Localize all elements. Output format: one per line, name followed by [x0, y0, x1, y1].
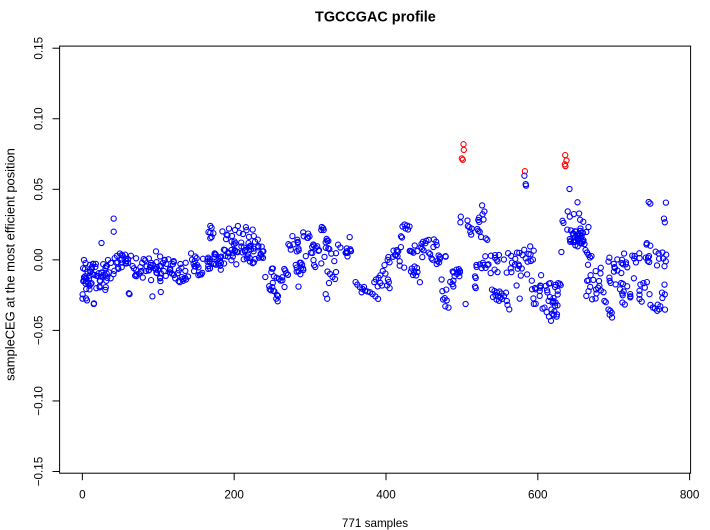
svg-text:−0.10: −0.10 — [33, 386, 46, 416]
svg-text:200: 200 — [224, 488, 244, 501]
svg-text:0.10: 0.10 — [33, 107, 46, 130]
svg-text:0: 0 — [79, 488, 86, 501]
svg-text:400: 400 — [376, 488, 396, 501]
svg-text:0.00: 0.00 — [33, 248, 46, 271]
svg-text:TGCCGAC profile: TGCCGAC profile — [315, 10, 436, 26]
svg-text:800: 800 — [680, 488, 700, 501]
svg-text:771 samples: 771 samples — [342, 517, 408, 530]
svg-text:0.15: 0.15 — [33, 36, 46, 59]
svg-text:0.05: 0.05 — [33, 177, 46, 200]
svg-text:−0.05: −0.05 — [33, 315, 46, 345]
svg-text:−0.15: −0.15 — [33, 456, 46, 486]
svg-text:600: 600 — [528, 488, 548, 501]
svg-text:sampleCEG at the most efficien: sampleCEG at the most efficient position — [3, 148, 18, 381]
